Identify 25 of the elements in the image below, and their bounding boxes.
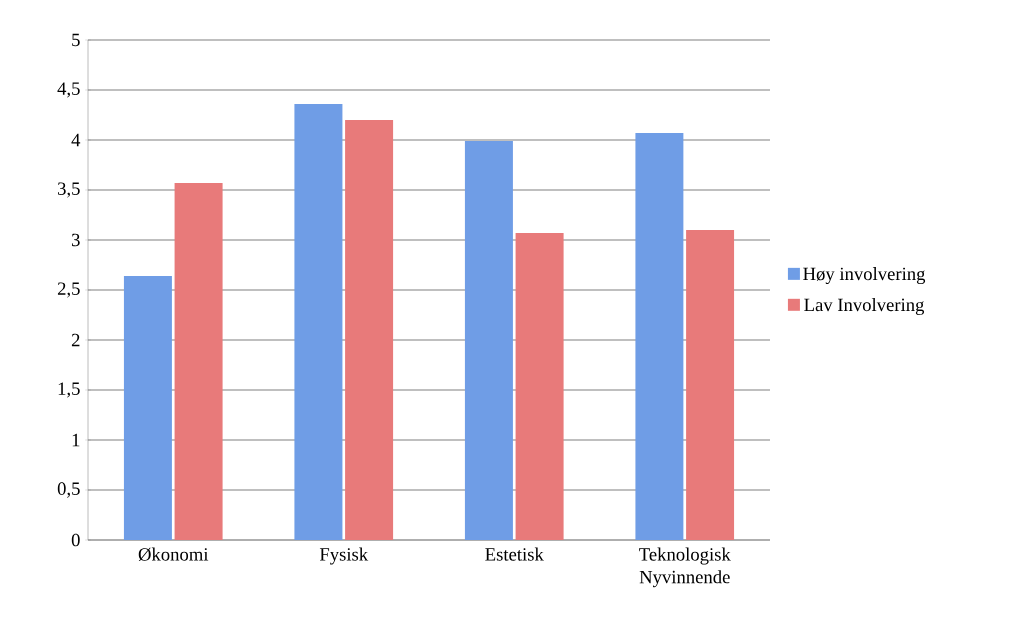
bar (294, 103, 343, 540)
bar (686, 229, 735, 540)
y-tick-label: 0 (71, 533, 80, 547)
y-tick-label: 1 (72, 433, 80, 447)
bar (515, 233, 564, 540)
y-tick-label: 0,5 (57, 482, 80, 498)
x-tick-label: Estetisk (485, 547, 544, 561)
x-tick-label: Teknologisk Nyvinnende (639, 547, 731, 588)
bar (464, 141, 513, 540)
legend-label: Lav Involvering (804, 297, 925, 315)
bar (174, 183, 223, 540)
x-tick-label: Økonomi (138, 547, 209, 562)
bar (123, 275, 172, 540)
y-tick-label: 4,5 (57, 82, 80, 98)
y-tick-label: 3,5 (58, 182, 80, 198)
y-tick-label: 2,5 (57, 282, 80, 298)
y-tick-label: 3 (72, 233, 80, 247)
y-tick-label: 4 (71, 133, 81, 147)
bar (635, 133, 684, 540)
bar (345, 120, 394, 540)
y-tick-label: 1,5 (58, 382, 80, 398)
legend-label: Høy involvering (803, 267, 926, 285)
x-tick-label: Fysisk (319, 547, 369, 565)
y-tick-label: 2 (71, 333, 80, 347)
y-tick-label: 5 (72, 33, 80, 47)
